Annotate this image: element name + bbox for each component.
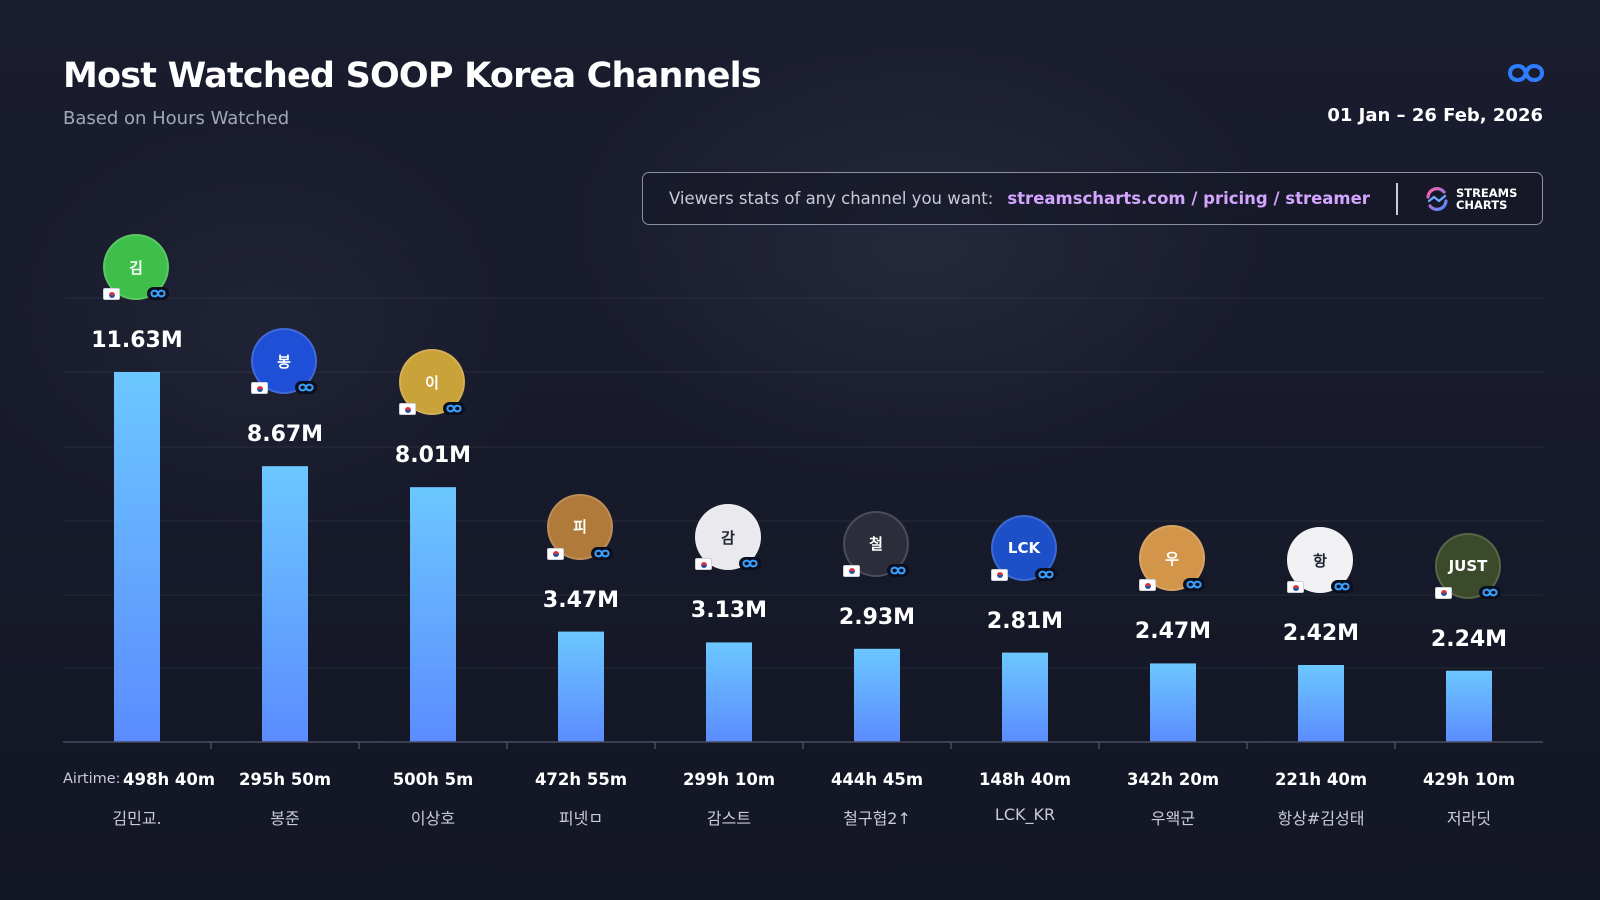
korea-flag-icon [1435, 586, 1452, 599]
soop-platform-icon [443, 402, 465, 416]
bar-3[interactable] [410, 487, 456, 742]
airtime-value: 148h 40m [978, 770, 1072, 789]
channel-name[interactable]: 김민교. [112, 809, 162, 828]
soop-platform-icon [887, 563, 909, 577]
soop-platform-icon [147, 287, 169, 300]
promo-banner[interactable]: Viewers stats of any channel you want: s… [642, 172, 1543, 225]
bar-value-label: 2.24M [1430, 626, 1508, 652]
streams-charts-logo[interactable]: STREAMS CHARTS [1424, 186, 1517, 212]
airtime-value: 444h 45m [830, 770, 924, 789]
airtime-value: 221h 40m [1274, 770, 1368, 789]
korea-flag-icon [251, 382, 268, 395]
airtime-value: 498h 40m [123, 770, 216, 789]
korea-flag-icon [1139, 579, 1156, 592]
bar-value-label: 2.93M [838, 604, 916, 630]
korea-flag-icon [1287, 581, 1304, 593]
soop-platform-icon [295, 381, 317, 395]
korea-flag-icon [547, 547, 564, 560]
bar-value-label: 11.63M [91, 328, 183, 353]
korea-flag-icon [991, 568, 1008, 581]
korea-flag-icon [399, 403, 416, 416]
streams-charts-wordmark: STREAMS CHARTS [1456, 187, 1517, 211]
bar-5[interactable] [706, 642, 752, 742]
channel-avatar[interactable]: 봉 [251, 328, 321, 398]
bar-6[interactable] [854, 648, 900, 742]
channel-avatar[interactable]: 김 [103, 234, 173, 304]
soop-platform-icon [1183, 578, 1205, 592]
korea-flag-icon [843, 564, 860, 577]
channel-avatar[interactable]: 항 [1287, 527, 1357, 597]
promo-text: Viewers stats of any channel you want: [669, 189, 994, 208]
airtime-value: 295h 50m [238, 770, 332, 789]
bar-value-label: 2.42M [1282, 621, 1360, 646]
soop-platform-icon [591, 546, 613, 560]
page-subtitle: Based on Hours Watched [63, 108, 290, 129]
channel-avatar[interactable]: 이 [399, 349, 469, 419]
bar-value-label: 2.81M [986, 608, 1064, 634]
channel-name[interactable]: 저라딧 [1446, 809, 1492, 828]
bar-value-label: 8.01M [394, 443, 472, 469]
bar-4[interactable] [558, 631, 604, 742]
channel-name[interactable]: 피넷ㅁ [558, 809, 604, 828]
channel-name[interactable]: 감스트 [706, 809, 752, 828]
airtime-value: 472h 55m [534, 770, 628, 789]
korea-flag-icon [103, 288, 120, 300]
airtime-value: 500h 5m [392, 770, 474, 789]
bar-8[interactable] [1150, 663, 1196, 742]
soop-platform-icon [1035, 567, 1057, 581]
channel-avatar[interactable]: 철 [843, 510, 913, 581]
bar-value-label: 8.67M [246, 422, 324, 448]
bar-10[interactable] [1446, 670, 1492, 742]
soop-platform-icon [1331, 580, 1353, 593]
bar-1[interactable] [114, 372, 160, 742]
promo-divider [1395, 182, 1398, 215]
streams-charts-icon [1426, 186, 1448, 211]
soop-platform-icon [1479, 585, 1501, 599]
airtime-label: Airtime: [63, 771, 121, 787]
channel-name[interactable]: 이상호 [410, 809, 456, 828]
promo-link[interactable]: streamscharts.com / pricing / streamer [1007, 189, 1370, 208]
airtime-value: 342h 20m [1126, 770, 1220, 789]
channel-avatar[interactable]: 우 [1139, 525, 1209, 595]
channel-avatar[interactable]: LCK [991, 514, 1061, 585]
channel-name[interactable]: 봉준 [270, 809, 300, 828]
channel-name[interactable]: 항상#김성태 [1277, 809, 1365, 828]
soop-infinity-icon [1508, 63, 1544, 83]
bar-value-label: 3.47M [542, 587, 620, 613]
bar-9[interactable] [1298, 665, 1344, 742]
bar-2[interactable] [262, 466, 308, 742]
airtime-value: 429h 10m [1422, 770, 1516, 789]
channel-name[interactable]: 우왝군 [1150, 809, 1196, 828]
logo-line-2: CHARTS [1455, 197, 1508, 212]
date-range: 01 Jan – 26 Feb, 2026 [1327, 105, 1543, 126]
channel-name[interactable]: 철구협2↑ [843, 809, 911, 828]
bar-value-label: 3.13M [690, 598, 768, 624]
logo-line-1: STREAMS [1455, 185, 1518, 200]
channel-avatar[interactable]: 감 [695, 504, 765, 574]
channel-avatar[interactable]: 피 [547, 493, 617, 564]
bar-value-label: 2.47M [1134, 619, 1212, 645]
page-title: Most Watched SOOP Korea Channels [63, 56, 762, 96]
korea-flag-icon [695, 558, 712, 571]
channel-avatar[interactable]: JUST [1435, 532, 1505, 603]
soop-platform-icon [739, 557, 761, 571]
bar-7[interactable] [1002, 652, 1048, 742]
channel-name[interactable]: LCK_KR [994, 805, 1056, 824]
airtime-value: 299h 10m [682, 770, 776, 789]
